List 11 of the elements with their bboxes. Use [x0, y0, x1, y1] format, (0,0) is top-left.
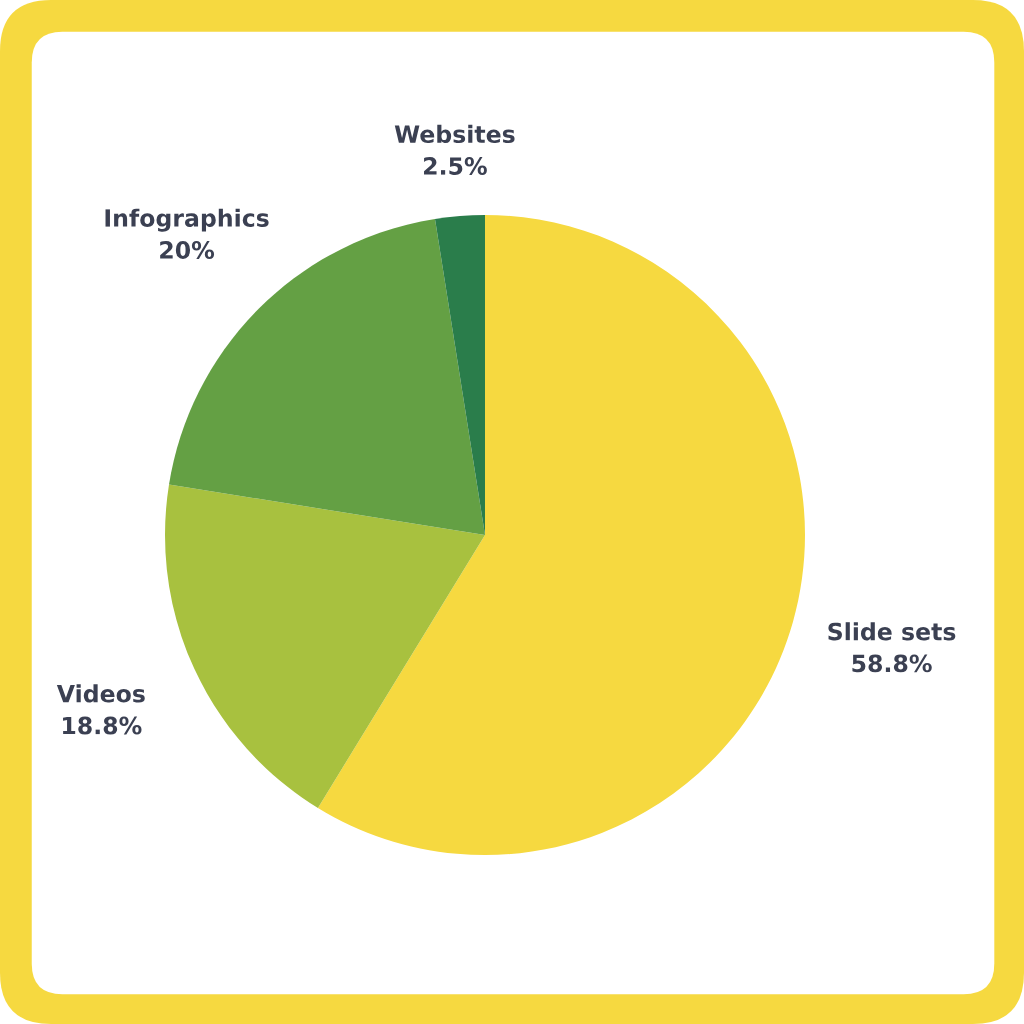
- slice-label: Websites: [394, 124, 515, 144]
- slice-label: Infographics: [105, 208, 269, 232]
- data-label: 58.8%: [852, 654, 932, 673]
- pie-slice: [434, 215, 485, 535]
- slice-label: Slide sets: [828, 622, 956, 641]
- data-label: 20%: [160, 241, 215, 259]
- slice-label: Videos: [56, 684, 145, 703]
- data-label: 18.8%: [63, 716, 142, 735]
- pie-slice: [317, 215, 805, 855]
- pie-slice: [165, 484, 485, 808]
- data-label: 2.5%: [424, 157, 487, 175]
